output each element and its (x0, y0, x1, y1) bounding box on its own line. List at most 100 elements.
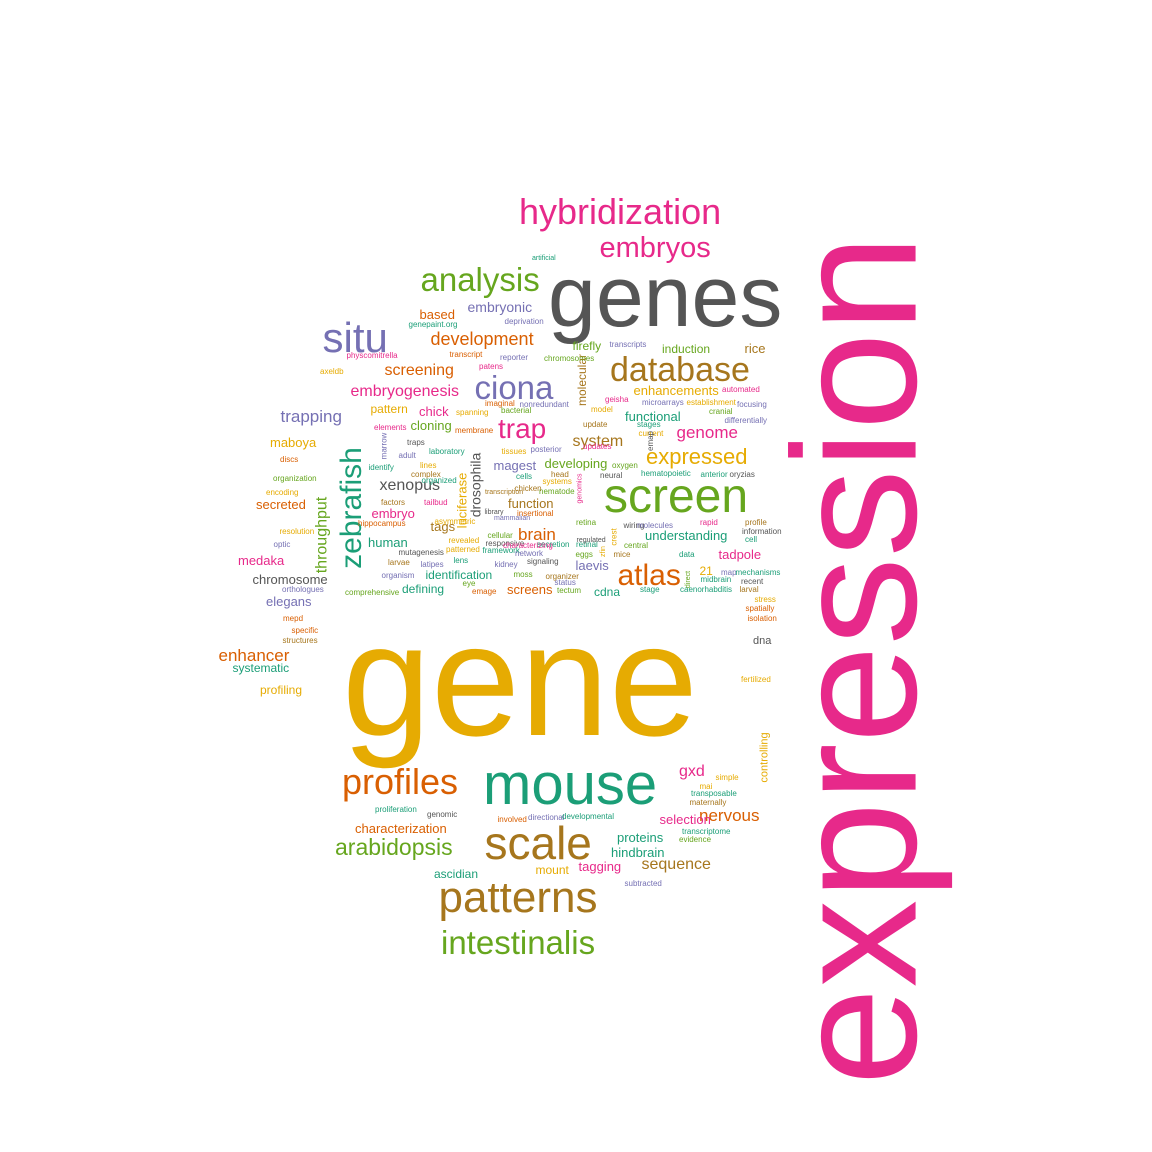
word-establishment: establishment (686, 398, 736, 407)
word-structures: structures (282, 636, 318, 645)
word-laevis: laevis (575, 557, 609, 573)
word-transcriptome: transcriptome (682, 827, 731, 836)
word-optic: optic (273, 540, 291, 549)
word-developing: developing (544, 455, 608, 471)
word-enhancer: enhancer (218, 645, 290, 665)
word-chick: chick (419, 403, 449, 419)
word-model: model (591, 405, 613, 414)
word-update: update (583, 420, 608, 429)
word-rice: rice (744, 340, 766, 356)
word-embryo: embryo (371, 505, 415, 521)
word-mepd: mepd (283, 614, 304, 623)
word-transcription: transcription (485, 488, 524, 496)
word-current: current (638, 429, 664, 438)
word-automated: automated (722, 385, 760, 394)
word-throughput: throughput (312, 496, 330, 574)
word-tagging: tagging (578, 858, 622, 874)
word-atlas: atlas (617, 559, 681, 592)
word-organizer: organizer (545, 572, 579, 581)
word-function: function (508, 495, 554, 511)
word-profile: profile (745, 518, 767, 527)
word-identification: identification (425, 568, 493, 582)
word-controlling: controlling (758, 731, 771, 783)
word-intestinalis: intestinalis (441, 923, 596, 961)
word-orthologues: orthologues (282, 585, 324, 594)
word-head: head (551, 470, 569, 479)
word-cdna: cdna (594, 585, 621, 599)
word-mount: mount (535, 863, 569, 877)
word-nonredundant: nonredundant (519, 400, 569, 409)
word-genomics: genomics (576, 473, 584, 503)
word-stages: stages (637, 420, 661, 429)
word-imaginal: imaginal (485, 399, 515, 408)
word-information: information (742, 527, 782, 536)
word-organized: organized (421, 476, 457, 485)
word-molecules: molecules (637, 521, 674, 530)
word-embryonic: embryonic (467, 299, 533, 315)
word-secretion: secretion (537, 540, 570, 549)
word-regulated: regulated (576, 536, 606, 544)
word-focusing: focusing (737, 400, 767, 409)
word-eye: eye (462, 579, 476, 588)
word-anterior: anterior (700, 470, 728, 479)
word-tadpole: tadpole (718, 546, 762, 562)
word-selection: selection (659, 811, 711, 827)
word-marrow: marrow (378, 432, 388, 460)
word-maboya: maboya (270, 434, 317, 450)
word-zebrafish: zebrafish (334, 447, 368, 569)
word-discs: discs (280, 455, 299, 464)
word-firefly: firefly (572, 339, 602, 353)
word-stress: stress (754, 595, 776, 604)
word-genomic: genomic (427, 810, 458, 819)
word-retina: retina (576, 518, 597, 527)
word-emap: emap (646, 430, 656, 452)
word-induction: induction (662, 342, 711, 356)
word-lines: lines (420, 461, 437, 470)
word-mouse: mouse (483, 752, 658, 817)
word-secreted: secreted (256, 496, 306, 512)
word-cloning: cloning (410, 417, 452, 433)
word-xenopus: xenopus (379, 477, 441, 494)
word-expressed: expressed (646, 444, 748, 469)
word-artificial: artificial (532, 254, 556, 262)
word-21: 21 (699, 564, 713, 578)
word-patterned: patterned (446, 545, 480, 554)
word-brain: brain (518, 524, 556, 544)
word-based: based (419, 306, 455, 322)
word-chromosomes: chromosomes (544, 354, 595, 363)
word-mutagenesis: mutagenesis (398, 548, 444, 557)
word-embryos: embryos (599, 231, 711, 264)
word-system: system (572, 433, 624, 450)
word-resolution: resolution (279, 527, 315, 536)
word-complex: complex (411, 470, 441, 479)
word-spatially: spatially (745, 604, 775, 613)
word-expression: expression (757, 234, 954, 1086)
word-cell: cell (745, 535, 758, 544)
word-mai: mai (699, 782, 713, 791)
word-developmental: developmental (562, 812, 615, 821)
word-deprivation: deprivation (504, 317, 544, 326)
word-map: map (721, 568, 737, 577)
word-screening: screening (384, 362, 454, 379)
word-microarrays: microarrays (642, 398, 684, 407)
word-stage: stage (640, 585, 660, 594)
word-geisha: geisha (605, 395, 629, 404)
word-screens: screens (507, 581, 553, 597)
word-organism: organism (381, 571, 415, 580)
word-tissues: tissues (501, 447, 527, 456)
word-ciona: ciona (474, 368, 554, 406)
word-reporter: reporter (500, 353, 529, 362)
word-posterior: posterior (530, 445, 562, 454)
word-simple: simple (715, 773, 739, 782)
word-midbrain: midbrain (700, 575, 732, 584)
word-specific: specific (291, 626, 319, 635)
word-arabidopsis: arabidopsis (335, 833, 453, 860)
word-proliferation: proliferation (375, 805, 417, 814)
word-signaling: signaling (527, 557, 559, 566)
word-spanning: spanning (456, 408, 489, 417)
word-cells: cells (516, 472, 533, 481)
word-nematode: nematode (539, 487, 575, 496)
word-directional: directional (528, 813, 565, 822)
word-physcomitrella: physcomitrella (346, 351, 398, 360)
